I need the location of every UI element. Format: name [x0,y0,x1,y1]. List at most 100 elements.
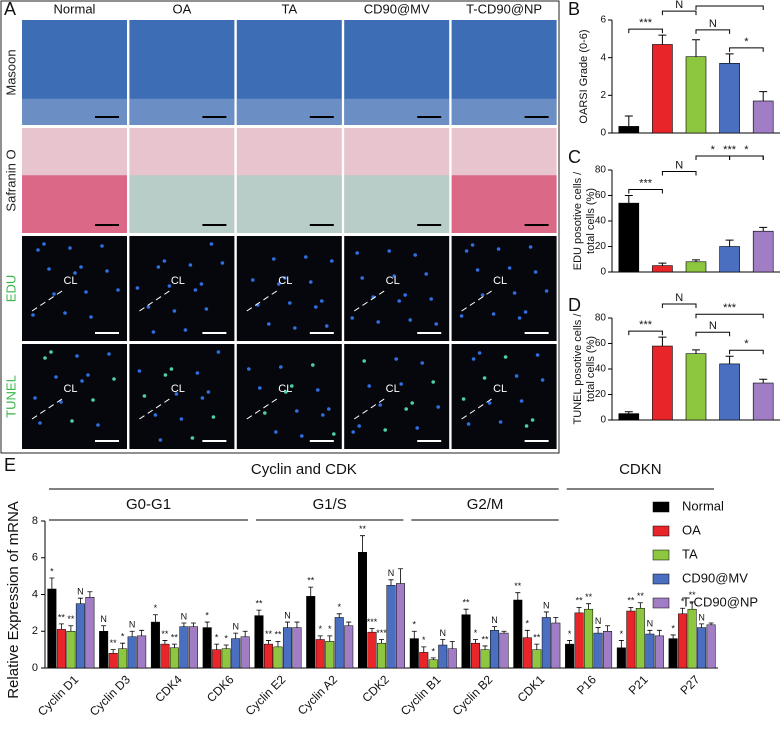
nucleus [311,363,315,367]
error-bar [242,630,248,637]
nucleus [300,434,304,438]
significance-label: ** [514,581,522,591]
cell-layer-line [353,398,385,420]
nucleus [288,301,292,305]
significance-bracket [695,331,731,337]
significance-label: *** [723,144,737,156]
significance-label: ** [482,634,490,644]
significance-label: N [675,0,683,11]
y-tick-label: 4 [32,588,38,600]
significance-label: N [709,18,717,30]
nucleus [470,243,475,247]
nucleus [528,245,533,249]
significance-label: *** [639,177,653,189]
panel-a-frame [0,0,560,454]
significance-label: ** [533,632,541,642]
nucleus [284,390,288,394]
significance-label: * [711,144,716,156]
error-bar [605,625,611,632]
error-bar [515,592,521,601]
tissue-band [129,98,235,125]
bar [137,635,147,669]
nucleus [73,271,77,275]
nucleus [519,399,524,403]
significance-bracket [661,303,697,308]
y-tick-label: 80 [595,313,607,324]
nucleus [420,361,425,365]
bar [685,261,707,273]
nucleus [367,384,372,388]
bar [565,643,575,669]
bar [584,608,594,669]
significance-label: * [620,629,624,639]
nucleus [193,288,198,292]
bar [652,345,673,421]
significance-label: * [671,623,675,633]
bar [719,63,740,134]
nucleus [290,384,294,388]
nucleus [153,413,158,417]
legend-swatch [652,573,670,585]
cell-layer-line [246,398,278,420]
significance-label: * [568,629,572,639]
error-bar [595,627,601,634]
significance-label: * [121,632,125,642]
error-bar [759,226,768,232]
nucleus [330,259,334,263]
nucleus [167,284,172,288]
bar [108,653,118,669]
bar [687,608,697,669]
nucleus [392,274,397,278]
nucleus [424,272,429,276]
error-bar [534,643,540,650]
error-bar [87,591,93,598]
error-bar [524,629,530,638]
nucleus [533,270,538,274]
bar [188,626,198,669]
cell-layer-line [353,290,385,312]
legend-swatch [652,549,670,561]
bar [263,643,273,669]
significance-bracket [628,330,663,336]
y-tick-label: 60 [595,190,607,201]
bar [719,363,740,421]
significance-bracket [695,5,764,10]
significance-label: * [318,624,322,634]
significance-label: ** [171,632,179,642]
legend-swatch [652,597,670,609]
nucleus [277,282,281,286]
error-bar [692,259,700,262]
nucleus [86,373,90,377]
error-bar [346,621,352,626]
group-label: Cyclin and CDK [251,461,357,478]
panel-letter: C [568,147,581,167]
nucleus [169,367,174,371]
bar [315,639,325,669]
nucleus [464,249,469,253]
y-tick-label: 0 [600,415,606,426]
nucleus [325,324,329,328]
y-tick-label: 6 [32,552,38,564]
cell-layer-line [139,290,170,312]
error-bar [223,644,229,649]
tissue-band [129,175,235,233]
micrograph [129,344,235,449]
nucleus [190,436,195,440]
significance-bracket [661,10,697,16]
significance-label: N [491,615,498,625]
nucleus [36,248,40,252]
nucleus [362,359,367,363]
cl-label: CL [63,275,77,287]
tissue-band [22,175,127,233]
nucleus [263,411,267,415]
significance-bracket [628,189,663,194]
error-bar [421,646,427,653]
bar [685,353,707,421]
nucleus [49,350,53,354]
bar [212,649,222,669]
bar [574,612,584,669]
y-tick-label: 60 [595,338,607,349]
significance-label: *** [376,628,387,638]
nucleus [80,379,84,383]
bar [499,632,509,669]
